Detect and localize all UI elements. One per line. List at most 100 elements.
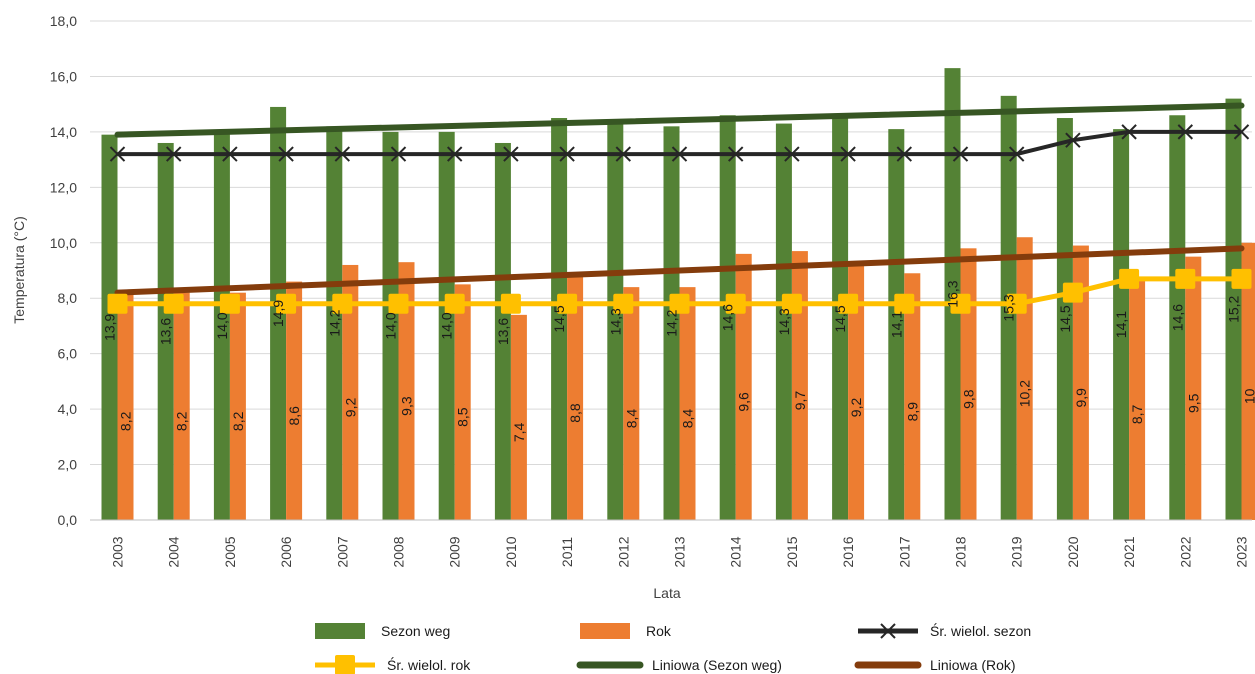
data-label: 8,6 [286, 406, 302, 426]
bar-sezon-weg [775, 123, 792, 521]
bar-rok [904, 273, 921, 520]
y-tick-label: 12,0 [50, 179, 77, 195]
x-marker-stroke [1233, 124, 1250, 140]
x-marker-stroke [727, 146, 744, 162]
square-marker [1006, 293, 1027, 314]
x-marker-stroke [615, 146, 632, 162]
x-marker-stroke [1177, 124, 1194, 140]
y-tick-label: 4,0 [58, 401, 78, 417]
data-label: 14,2 [664, 309, 680, 336]
x-marker-stroke [952, 146, 969, 162]
square-marker [444, 293, 465, 314]
x-tick-label: 2004 [166, 536, 182, 567]
x-tick-label: 2013 [672, 536, 688, 567]
data-label: 10,2 [1017, 380, 1033, 407]
data-label: 8,7 [1129, 404, 1145, 424]
x-marker [1177, 124, 1194, 140]
data-label: 9,2 [848, 398, 864, 418]
square-marker [500, 293, 521, 314]
x-tick-label: 2012 [615, 536, 631, 567]
bar-rok [791, 251, 808, 520]
bar-sezon-weg [213, 131, 230, 520]
bar-rok [398, 262, 415, 520]
x-tick-label: 2007 [334, 536, 350, 567]
data-label: 14,0 [383, 312, 399, 339]
x-marker [446, 146, 463, 162]
data-label: 9,9 [1073, 388, 1089, 408]
bar-rok [567, 276, 584, 520]
x-marker [559, 146, 575, 162]
x-tick-label: 2011 [559, 537, 575, 567]
bars [101, 68, 1255, 521]
x-tick-label: 2019 [1009, 536, 1025, 567]
square-marker [1119, 268, 1140, 289]
bar-rok [623, 287, 640, 520]
x-marker [503, 146, 519, 162]
x-tick-label: 2020 [1065, 536, 1081, 567]
data-label: 9,8 [961, 389, 977, 409]
legend-item: Liniowa (Rok) [854, 657, 1016, 673]
x-marker-stroke [1065, 132, 1081, 148]
data-label: 9,6 [736, 392, 752, 412]
legend-swatch [580, 623, 630, 639]
x-marker-stroke [671, 146, 688, 162]
data-label: 8,8 [567, 403, 583, 423]
x-marker-stroke [503, 146, 519, 162]
x-tick-label: 2010 [503, 536, 519, 567]
legend-item: Śr. wielol. rok [315, 655, 471, 674]
x-marker-stroke [334, 146, 351, 162]
legend-marker [880, 623, 896, 639]
x-marker-stroke [1121, 124, 1137, 140]
x-marker [671, 146, 688, 162]
bar-rok [1185, 256, 1202, 520]
data-label: 14,3 [607, 308, 623, 335]
legend-item: Sezon weg [315, 623, 450, 639]
x-marker-stroke [559, 146, 575, 162]
data-label: 14,0 [439, 312, 455, 339]
data-label: 14,5 [551, 305, 567, 332]
bar-sezon-weg [1169, 115, 1186, 520]
bar-rok [960, 248, 977, 521]
bar-rok [286, 281, 303, 520]
square-marker [950, 293, 971, 314]
data-label: 7,4 [511, 422, 527, 442]
bar-sezon-weg [1225, 98, 1242, 520]
y-tick-label: 2,0 [58, 457, 78, 473]
bar-sezon-weg [157, 142, 174, 520]
x-marker-stroke [784, 146, 800, 162]
x-tick-label: 2008 [391, 536, 407, 567]
y-tick-label: 14,0 [50, 124, 77, 140]
legend-item: Śr. wielol. sezon [858, 622, 1031, 639]
data-label: 13,6 [495, 318, 511, 345]
bar-sezon-weg [1056, 118, 1073, 521]
legend-label: Liniowa (Sezon weg) [652, 657, 782, 673]
bar-rok [454, 284, 471, 520]
x-marker [1008, 146, 1025, 162]
y-tick-label: 10,0 [50, 235, 77, 251]
x-marker [109, 146, 126, 162]
bar-sezon-weg [101, 134, 118, 520]
trend-line [114, 102, 1245, 138]
data-label: 10 [1242, 388, 1255, 404]
x-tick-label: 2021 [1121, 536, 1137, 567]
bar-rok [1241, 242, 1255, 520]
bar-rok [848, 264, 865, 520]
legend-label: Sezon weg [381, 623, 450, 639]
bar-sezon-weg [832, 118, 849, 521]
trend-line [114, 245, 1245, 296]
bar-sezon-weg [1113, 129, 1130, 520]
data-label: 14,5 [1057, 305, 1073, 332]
legend-item: Liniowa (Sezon weg) [576, 657, 782, 673]
x-tick-label: 2003 [110, 536, 126, 567]
x-marker [952, 146, 969, 162]
bar-sezon-weg [551, 118, 568, 521]
bar-rok [229, 292, 246, 520]
data-label: 14,9 [270, 300, 286, 327]
x-marker-stroke [896, 146, 913, 162]
x-marker [390, 146, 407, 162]
data-label: 8,9 [904, 402, 920, 422]
x-tick-label: 2006 [278, 536, 294, 567]
data-label: 14,6 [1169, 304, 1185, 331]
bar-sezon-weg [888, 129, 905, 520]
square-marker [332, 293, 353, 314]
